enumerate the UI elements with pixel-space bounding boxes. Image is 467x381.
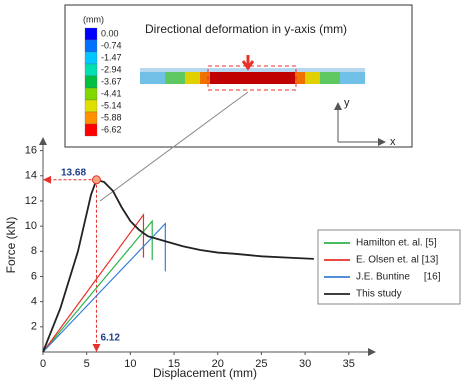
colorbar-cell — [85, 112, 97, 124]
x-tick-label: 5 — [84, 358, 90, 370]
legend-label: E. Olsen et. al [13] — [356, 255, 438, 266]
colorbar-label: 0.00 — [101, 28, 119, 38]
series-line — [43, 180, 314, 352]
colorbar-label: -1.47 — [101, 52, 122, 62]
series-line — [43, 221, 152, 352]
beam — [140, 68, 365, 84]
colorbar-label: -3.67 — [101, 76, 122, 86]
axis-x-label: x — [390, 136, 396, 148]
x-tick-label: 10 — [124, 358, 136, 370]
inset-title: Directional deformation in y-axis (mm) — [145, 22, 347, 36]
y-tick-label: 6 — [31, 270, 37, 282]
colorbar-label: -0.74 — [101, 40, 122, 50]
y-tick-label: 8 — [31, 245, 37, 257]
colorbar-cell — [85, 76, 97, 88]
y-tick-label: 10 — [25, 220, 37, 232]
legend-label: J.E. Buntine [16] — [356, 272, 441, 283]
colorbar-cell — [85, 40, 97, 52]
figure: (mm) Directional deformation in y-axis (… — [0, 0, 467, 381]
x-axis-title: Displacement (mm) — [153, 366, 257, 380]
axis-y-label: y — [344, 97, 350, 109]
colorbar-cell — [85, 28, 97, 40]
colorbar-cell — [85, 64, 97, 76]
colorbar-label: -5.14 — [101, 100, 122, 110]
page: {"inset": {"title": "Directional deforma… — [0, 0, 467, 381]
colorbar-label: -2.94 — [101, 64, 122, 74]
x-tick-label: 25 — [255, 358, 267, 370]
y-axis-title: Force (kN) — [4, 217, 18, 274]
colorbar-cell — [85, 88, 97, 100]
colorbar-label: -4.41 — [101, 88, 122, 98]
colorbar-cell — [85, 52, 97, 64]
y-tick-label: 2 — [31, 321, 37, 333]
colorbar-cell — [85, 124, 97, 136]
legend-label: Hamilton et. al. [5] — [356, 238, 437, 249]
series-line — [43, 215, 143, 352]
peak-y-label: 13.68 — [61, 167, 86, 178]
y-tick-label: 14 — [25, 170, 37, 182]
colorbar: 0.00 -0.74 -1.47 -2.94 -3.67 -4.41 -5.14 -5.88 -… — [85, 28, 122, 136]
y-tick-label: 16 — [25, 144, 37, 156]
colorbar-label: -6.62 — [101, 124, 122, 134]
colorbar-unit: (mm) — [83, 14, 104, 24]
peak-x-label: 6.12 — [100, 333, 120, 344]
peak-marker — [92, 176, 100, 184]
y-tick-label: 4 — [31, 296, 37, 308]
y-tick-label: 12 — [25, 195, 37, 207]
legend-label: This study — [356, 289, 402, 300]
colorbar-label: -5.88 — [101, 112, 122, 122]
x-tick-label: 35 — [343, 358, 355, 370]
x-tick-label: 30 — [299, 358, 311, 370]
x-tick-label: 0 — [40, 358, 46, 370]
colorbar-cell — [85, 100, 97, 112]
